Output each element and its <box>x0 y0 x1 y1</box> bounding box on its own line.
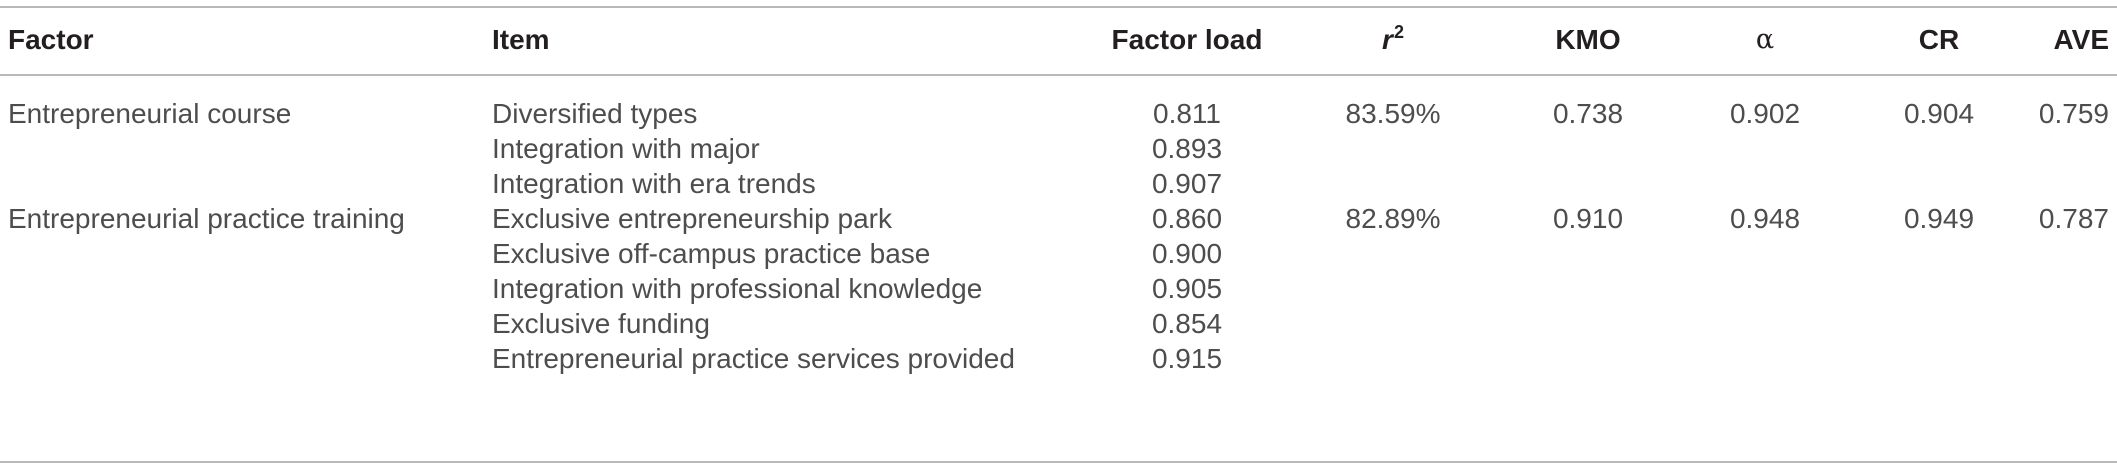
cell-ave: 0.759 <box>2038 98 2109 129</box>
cell-item: Exclusive off-campus practice base <box>492 238 931 269</box>
header-factor-load: Factor load <box>1111 24 1263 55</box>
cell-alpha: 0.902 <box>1729 98 1801 129</box>
cell-factor-load: 0.900 <box>1151 238 1223 269</box>
cell-factor-load: 0.907 <box>1151 168 1223 199</box>
header-ave: AVE <box>2053 24 2110 55</box>
cell-factor-load: 0.854 <box>1151 308 1223 339</box>
cell-ave: 0.787 <box>2038 203 2109 234</box>
cell-item: Entrepreneurial practice services provid… <box>492 343 1015 374</box>
cell-factor: Entrepreneurial practice training <box>8 203 405 234</box>
cell-kmo: 0.910 <box>1552 203 1624 234</box>
header-r-squared-superscript: 2 <box>1393 22 1404 42</box>
cell-factor-load: 0.893 <box>1151 133 1223 164</box>
cell-r-squared: 83.59% <box>1345 98 1441 129</box>
cell-r-squared: 82.89% <box>1345 203 1441 234</box>
cell-factor-load: 0.811 <box>1153 98 1221 129</box>
header-cr: CR <box>1918 24 1960 55</box>
cell-alpha: 0.948 <box>1729 203 1801 234</box>
header-r-squared-base: r <box>1382 24 1393 55</box>
cell-item: Integration with major <box>492 133 760 164</box>
header-kmo: KMO <box>1555 24 1621 55</box>
cell-factor-load: 0.915 <box>1151 343 1223 374</box>
cell-cr: 0.949 <box>1903 203 1975 234</box>
header-r-squared: r2 <box>1313 22 1473 59</box>
cell-factor-load: 0.860 <box>1151 203 1223 234</box>
cell-item: Diversified types <box>492 98 698 129</box>
cell-factor: Entrepreneurial course <box>8 98 292 129</box>
cell-item: Integration with professional knowledge <box>492 273 983 304</box>
cell-item: Exclusive entrepreneurship park <box>492 203 892 234</box>
cell-cr: 0.904 <box>1903 98 1975 129</box>
table-top-rule <box>0 6 2117 8</box>
cell-item: Exclusive funding <box>492 308 710 339</box>
cell-kmo: 0.738 <box>1552 98 1624 129</box>
cell-item: Integration with era trends <box>492 168 816 199</box>
cell-factor-load: 0.905 <box>1151 273 1223 304</box>
header-item: Item <box>492 24 550 55</box>
header-factor: Factor <box>8 24 94 55</box>
table-bottom-rule <box>0 461 2117 463</box>
header-alpha: α <box>1755 24 1775 55</box>
table-header-rule <box>0 74 2117 76</box>
